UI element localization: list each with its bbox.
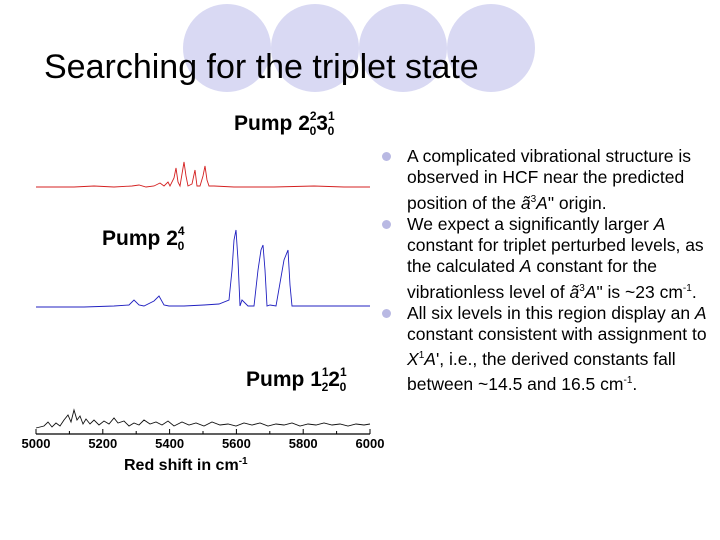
slide-title: Searching for the triplet state — [44, 48, 479, 86]
trace-red — [36, 161, 370, 188]
x-tick-label: 5800 — [289, 436, 318, 451]
bullet-dot-icon — [382, 219, 391, 229]
decorative-circle — [447, 4, 535, 92]
spectra-figure: 5000 5200 5400 5600 5800 6000 Red shift … — [14, 109, 386, 480]
x-tick-label: 5600 — [222, 436, 251, 451]
trace-black — [35, 408, 371, 429]
panel-label-middle: Pump 240 — [102, 224, 185, 253]
bullet-item: All six levels in this region display an… — [380, 303, 710, 396]
x-axis-title: Red shift in cm-1 — [124, 456, 248, 474]
bullet-item: A complicated vibrational structure is o… — [380, 146, 710, 214]
x-tick-label: 6000 — [356, 436, 385, 451]
bullet-dot-icon — [382, 308, 391, 318]
bullet-dot-icon — [382, 152, 391, 161]
panel-label-top: Pump 220310 — [234, 109, 335, 138]
trace-blue — [36, 229, 370, 308]
x-tick-label: 5200 — [88, 436, 117, 451]
bullet-item: We expect a significantly larger A const… — [380, 214, 710, 303]
x-tick-label: 5400 — [155, 436, 184, 451]
bullet-list: A complicated vibrational structure is o… — [380, 146, 710, 396]
x-tick-label: 5000 — [22, 436, 51, 451]
decorative-circle — [359, 4, 447, 92]
spectra-plot: 5000 5200 5400 5600 5800 6000 Red shift … — [22, 161, 385, 474]
panel-label-bottom: Pump 112210 — [246, 365, 347, 394]
decorative-circle — [183, 4, 271, 92]
decorative-circle — [271, 4, 359, 92]
x-tick-marks — [35, 429, 371, 434]
